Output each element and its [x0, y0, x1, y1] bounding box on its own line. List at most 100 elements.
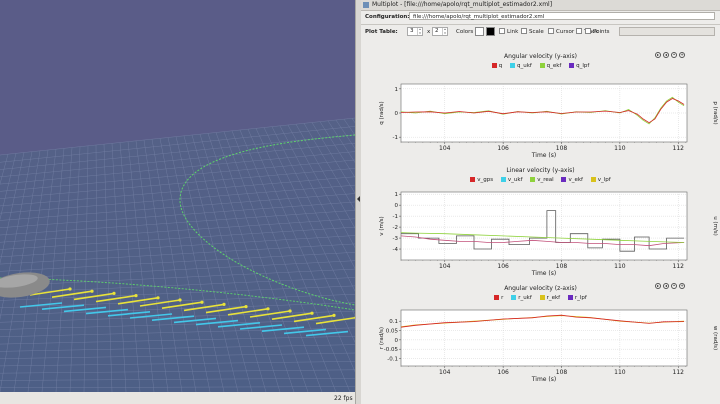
legend-swatch: [509, 63, 515, 68]
configuration-label: Configuration:: [365, 14, 410, 20]
track-checkbox[interactable]: [576, 28, 582, 34]
legend-swatch: [500, 177, 506, 182]
x-tick-label: 112: [673, 369, 685, 376]
clear-icon[interactable]: ◂: [663, 52, 669, 58]
rviz-3d-viewport[interactable]: 22 fps: [0, 0, 355, 404]
settings-icon[interactable]: •: [671, 52, 677, 58]
x-axis-label: Time (s): [531, 152, 556, 159]
legend-swatch: [539, 295, 545, 300]
plot-legend: q q_ukf q_ekf q_lpf: [361, 63, 720, 69]
legend-item[interactable]: r_ekf: [539, 295, 560, 301]
zoom-icon[interactable]: +: [679, 283, 685, 289]
legend-swatch: [561, 177, 567, 182]
velocity-arrow: [239, 324, 283, 330]
points-checkbox[interactable]: [585, 28, 591, 34]
legend-item[interactable]: r_lpf: [567, 295, 587, 301]
trajectory-line: [0, 277, 355, 311]
cols-value: 2: [435, 28, 439, 34]
play-icon[interactable]: ▸: [655, 52, 661, 58]
legend-item[interactable]: r: [494, 295, 503, 301]
legend-item[interactable]: v_ekf: [561, 177, 583, 183]
configuration-input[interactable]: file:///home/apolo/rqt_multiplot_estimad…: [409, 12, 715, 20]
velocity-arrow: [261, 326, 305, 332]
legend-item[interactable]: v_ukf: [500, 177, 523, 183]
x-tick-label: 112: [673, 145, 685, 152]
plot-legend: r r_ukf r_ekf r_lpf: [361, 295, 720, 301]
velocity-arrow: [107, 311, 151, 317]
floor-plane: [0, 118, 355, 392]
x-tick-label: 108: [556, 369, 568, 376]
legend-item[interactable]: q_lpf: [569, 63, 589, 69]
divider: [361, 24, 720, 25]
legend-swatch: [494, 295, 500, 300]
velocity-arrow: [195, 319, 239, 326]
legend-swatch: [530, 177, 536, 182]
x-tick-label: 106: [497, 145, 509, 152]
x-tick-label: 110: [614, 145, 626, 152]
plots-area: Angular velocity (y-axis) ▸ ◂ • + q q_ukf q…: [361, 40, 720, 404]
scale-checkbox[interactable]: [521, 28, 527, 34]
plot-linear-velocity-y[interactable]: Linear velocity (y-axis) v_gps v_ukf v_r…: [361, 164, 720, 278]
plot-tools: ▸ ◂ • +: [653, 51, 685, 58]
velocity-arrow: [63, 306, 107, 313]
legend-item[interactable]: q_ekf: [539, 63, 561, 69]
toolbar-field[interactable]: [619, 27, 715, 36]
legend-swatch: [491, 63, 497, 68]
y-tick-label: -4: [393, 247, 399, 253]
cols-spinbox[interactable]: 2 ▴ ▾: [432, 27, 448, 36]
colors-label: Colors: [456, 29, 474, 35]
legend-item[interactable]: v_lpf: [590, 177, 611, 183]
right-plot-label: p (rad/s): [712, 101, 718, 124]
y-tick-label: -0.05: [384, 347, 399, 353]
plot-toolbar: Plot Table: 3 ▴ ▾ x 2 ▴ ▾ Colors Link Scale …: [361, 26, 720, 38]
link-checkbox[interactable]: [499, 28, 505, 34]
plot-legend: v_gps v_ukf v_real v_ekf v_lpf: [361, 177, 720, 183]
velocity-arrow: [161, 301, 203, 309]
cursor-checkbox[interactable]: [548, 28, 554, 34]
clear-icon[interactable]: ◂: [663, 283, 669, 289]
legend-item[interactable]: v_gps: [470, 177, 493, 183]
plot-canvas: 104 106 108 110 112 -1 0 1 Time (s) q (rad/s) p (r…: [379, 83, 718, 159]
plot-angular-velocity-z[interactable]: Angular velocity (z-axis) ▸ ◂ • + r r_ukf r…: [361, 282, 720, 394]
velocity-arrow: [227, 308, 269, 316]
y-tick-label: 1: [395, 192, 399, 198]
plot-title: Angular velocity (y-axis): [504, 53, 577, 60]
velocity-arrow: [271, 312, 313, 320]
velocity-arrow: [293, 314, 335, 323]
rows-spinbox[interactable]: 3 ▴ ▾: [407, 27, 423, 36]
legend-item[interactable]: q_ukf: [509, 63, 532, 69]
x-tick-label: 106: [497, 263, 509, 270]
panel-splitter[interactable]: [355, 0, 361, 404]
legend-item[interactable]: v_real: [530, 177, 554, 183]
viewport-scene: [0, 0, 355, 404]
series-line-r: [401, 314, 685, 328]
window-icon: [363, 2, 369, 8]
legend-swatch: [569, 63, 575, 68]
y-tick-label: -1: [393, 214, 398, 220]
velocity-arrow: [139, 299, 181, 307]
spin-arrows-icon[interactable]: ▴ ▾: [417, 27, 422, 35]
legend-item[interactable]: q: [491, 63, 502, 69]
x-axis-label: Time (s): [531, 376, 556, 383]
velocity-arrow: [51, 290, 93, 298]
collapse-arrow-icon[interactable]: [357, 196, 360, 202]
x-tick-label: 108: [556, 263, 568, 270]
series-line-v_ekf: [401, 235, 685, 247]
velocity-arrow: [95, 294, 137, 303]
legend-swatch: [539, 63, 545, 68]
foreground-color-button[interactable]: [475, 27, 484, 36]
window-titlebar[interactable]: Multiplot - [file:///home/apolo/rqt_mult…: [361, 0, 720, 11]
y-axis-label: v (m/s): [379, 216, 385, 235]
plot-canvas: 104 106 108 110 112 -4 -3 -2 -1 0 1 Time (s) v (m/s)…: [379, 191, 718, 277]
zoom-icon[interactable]: +: [679, 52, 685, 58]
legend-swatch: [470, 177, 476, 182]
plot-angular-velocity-y[interactable]: Angular velocity (y-axis) ▸ ◂ • + q q_ukf q…: [361, 48, 720, 159]
legend-item[interactable]: r_ukf: [511, 295, 532, 301]
fps-counter: 22 fps: [334, 395, 353, 402]
play-icon[interactable]: ▸: [655, 283, 661, 289]
background-color-button[interactable]: [486, 27, 495, 36]
velocity-arrow: [315, 316, 355, 325]
settings-icon[interactable]: •: [671, 283, 677, 289]
y-tick-label: -0.1: [387, 357, 398, 363]
spin-arrows-icon[interactable]: ▴ ▾: [442, 27, 447, 35]
